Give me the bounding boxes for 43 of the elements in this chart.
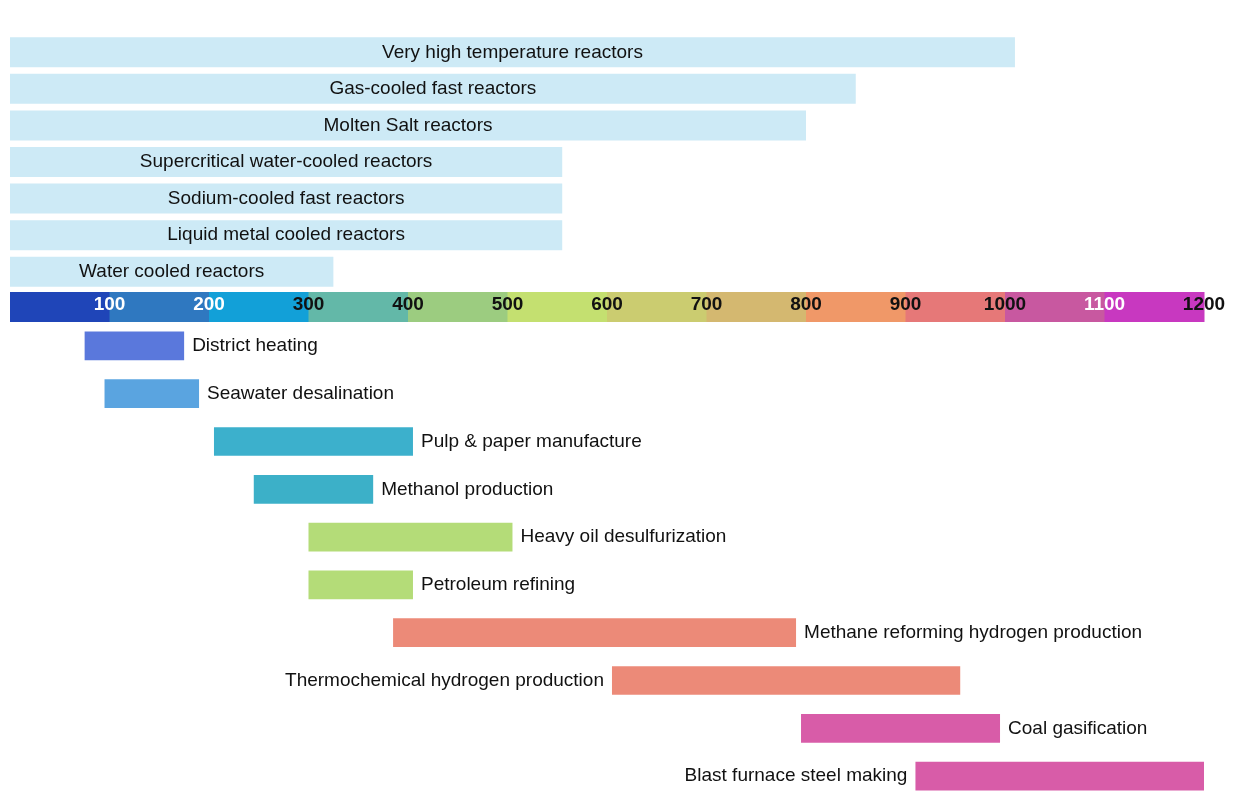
category-label: Gas-cooled fast reactors xyxy=(329,77,537,99)
x-tick-label: 1100 xyxy=(1083,292,1126,314)
category-label: Pulp & paper manufacture xyxy=(420,429,642,451)
category-label: Water cooled reactors xyxy=(79,259,265,281)
x-tick-label: 600 xyxy=(591,292,623,314)
x-tick-label: 200 xyxy=(193,292,225,314)
category-label: Liquid metal cooled reactors xyxy=(167,223,405,245)
category-label: Methanol production xyxy=(381,477,554,499)
category-label: Coal gasification xyxy=(1008,716,1148,738)
bar xyxy=(10,220,563,251)
category-label: Heavy oil desulfurization xyxy=(520,525,727,547)
category-label: Petroleum refining xyxy=(420,573,576,595)
x-tick-label: 400 xyxy=(392,292,424,314)
bar xyxy=(611,666,961,695)
category-label: Molten Salt reactors xyxy=(323,113,493,135)
x-tick-label: 800 xyxy=(790,292,822,314)
bar xyxy=(393,618,797,648)
bar xyxy=(308,522,513,552)
category-label: Blast furnace steel making xyxy=(684,764,908,786)
bar xyxy=(84,331,185,361)
x-tick-label: 100 xyxy=(93,292,126,314)
category-label: Supercritical water-cooled reactors xyxy=(139,150,433,172)
x-tick-label: 1000 xyxy=(983,292,1027,314)
x-tick-label: 700 xyxy=(690,292,723,314)
bar xyxy=(253,474,374,504)
category-label: Sodium-cooled fast reactors xyxy=(167,186,405,208)
bar xyxy=(308,570,413,600)
category-label: Very high temperature reactors xyxy=(382,40,643,62)
bar xyxy=(10,37,1015,68)
bar xyxy=(213,427,413,456)
x-tick-label: 1200 xyxy=(1182,292,1226,314)
bar xyxy=(801,713,1001,743)
bar xyxy=(10,73,856,104)
bar xyxy=(104,379,200,409)
x-tick-label: 500 xyxy=(491,292,524,314)
x-tick-label: 900 xyxy=(889,292,922,314)
category-label: Methane reforming hydrogen production xyxy=(804,620,1143,642)
bar xyxy=(10,110,806,141)
category-label: Thermochemical hydrogen production xyxy=(285,668,604,690)
category-label: District heating xyxy=(192,334,318,356)
x-tick-label: 300 xyxy=(292,292,325,314)
bar xyxy=(10,183,563,214)
category-label: Seawater desalination xyxy=(207,381,395,403)
